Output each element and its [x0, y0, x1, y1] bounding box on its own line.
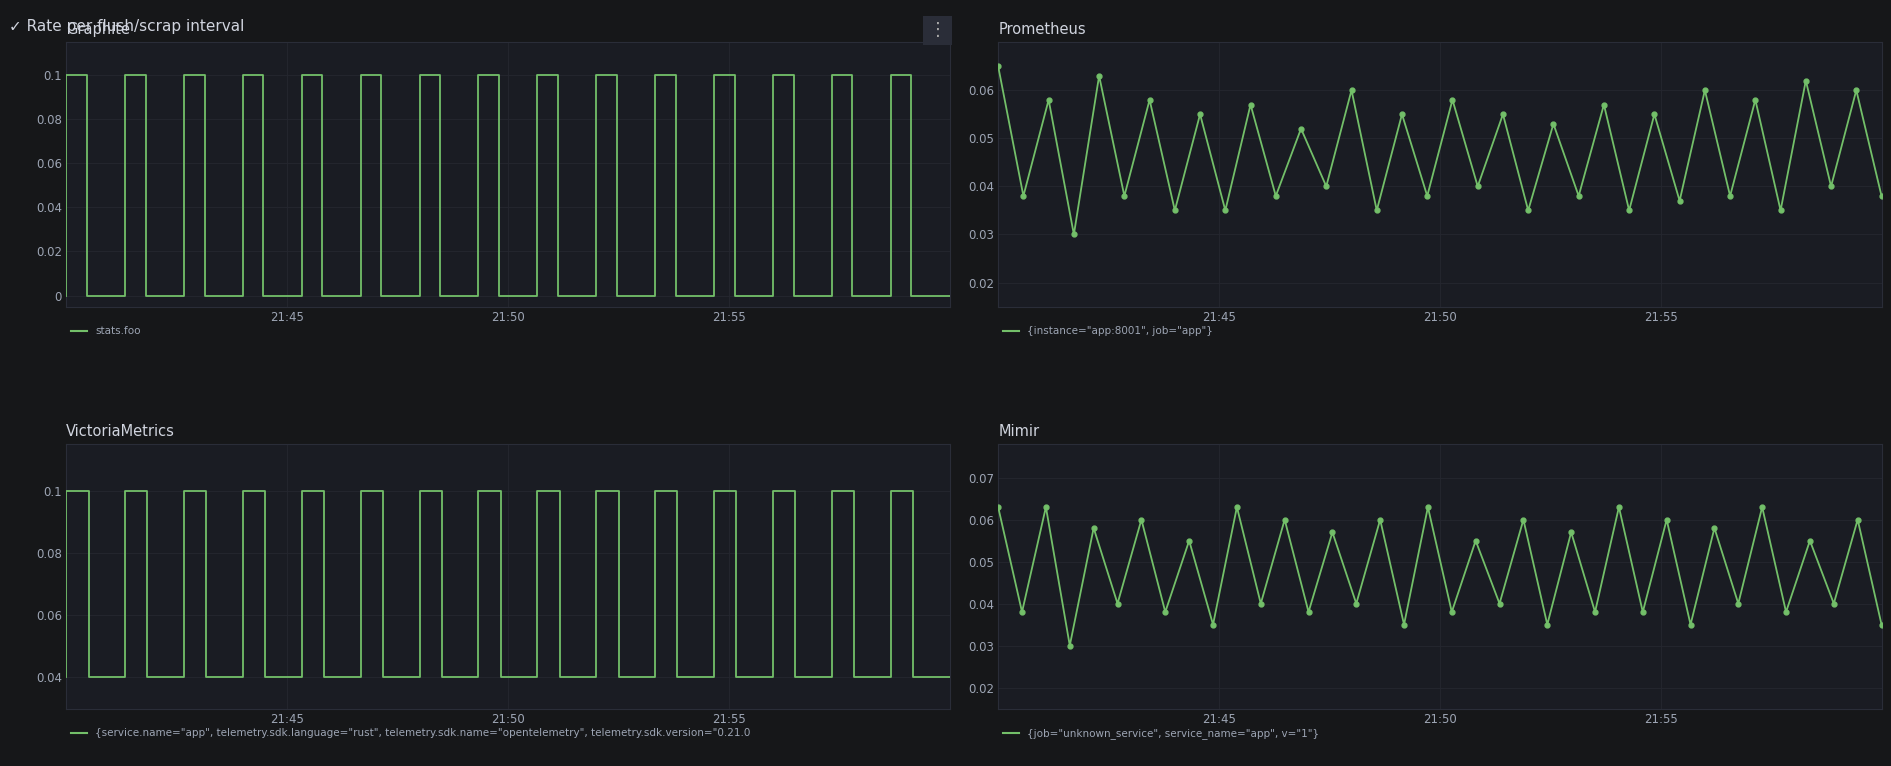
Text: Graphite: Graphite — [66, 21, 130, 37]
Text: VictoriaMetrics: VictoriaMetrics — [66, 424, 176, 439]
Legend: stats.foo: stats.foo — [72, 326, 140, 336]
Legend: {instance="app:8001", job="app"}: {instance="app:8001", job="app"} — [1004, 326, 1214, 336]
Text: Mimir: Mimir — [998, 424, 1040, 439]
Legend: {service.name="app", telemetry.sdk.language="rust", telemetry.sdk.name="opentele: {service.name="app", telemetry.sdk.langu… — [72, 728, 751, 738]
Legend: {job="unknown_service", service_name="app", v="1"}: {job="unknown_service", service_name="ap… — [1004, 728, 1320, 739]
Text: ⋮: ⋮ — [928, 21, 947, 39]
Text: Prometheus: Prometheus — [998, 21, 1085, 37]
Text: ✓ Rate per flush/scrap interval: ✓ Rate per flush/scrap interval — [9, 19, 244, 34]
